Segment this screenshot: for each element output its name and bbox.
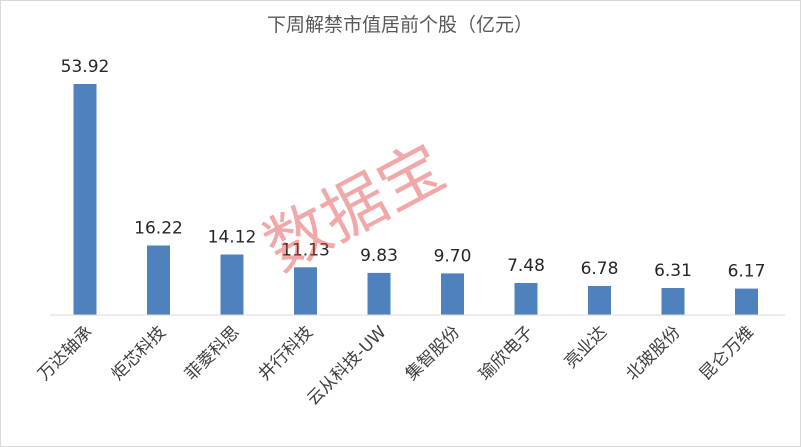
bars-group — [73, 84, 758, 315]
category-label-6: 集智股份 — [402, 322, 464, 384]
category-label-2: 炬芯科技 — [108, 322, 170, 384]
value-label-10: 6.17 — [728, 262, 766, 282]
category-label-1: 万达轴承 — [34, 322, 96, 384]
bar-10 — [735, 288, 758, 315]
bar-6 — [441, 273, 464, 315]
value-label-4: 11.13 — [281, 240, 330, 260]
bar-5 — [367, 272, 391, 315]
value-label-8: 6.78 — [581, 259, 619, 279]
category-label-10: 昆仑万维 — [696, 322, 758, 384]
value-label-7: 7.48 — [507, 256, 545, 276]
value-label-2: 16.22 — [134, 219, 183, 239]
category-label-4: 井行科技 — [255, 322, 317, 384]
watermark: 数据宝 — [253, 131, 457, 286]
value-label-1: 53.92 — [61, 57, 110, 77]
category-label-8: 亮业达 — [561, 322, 611, 372]
bar-3 — [220, 254, 244, 315]
category-label-5: 云从科技-UW — [303, 322, 390, 409]
value-labels-group: 53.92 16.22 14.12 11.13 9.83 9.70 7.48 6.78 6.31… — [61, 57, 766, 282]
value-label-3: 14.12 — [208, 228, 257, 248]
bar-2 — [147, 245, 170, 315]
chart-title: 下周解禁市值居前个股（亿元） — [267, 14, 533, 36]
bar-1 — [73, 84, 97, 315]
bar-8 — [588, 286, 611, 315]
value-label-5: 9.83 — [360, 246, 398, 266]
category-label-3: 菲菱科思 — [181, 322, 243, 384]
bar-4 — [294, 267, 317, 315]
bar-9 — [661, 288, 685, 315]
value-label-9: 6.31 — [654, 261, 692, 281]
category-label-7: 瑜欣电子 — [475, 322, 537, 384]
value-label-6: 9.70 — [434, 246, 472, 266]
bar-7 — [514, 283, 538, 315]
category-label-9: 北玻股份 — [622, 322, 684, 384]
